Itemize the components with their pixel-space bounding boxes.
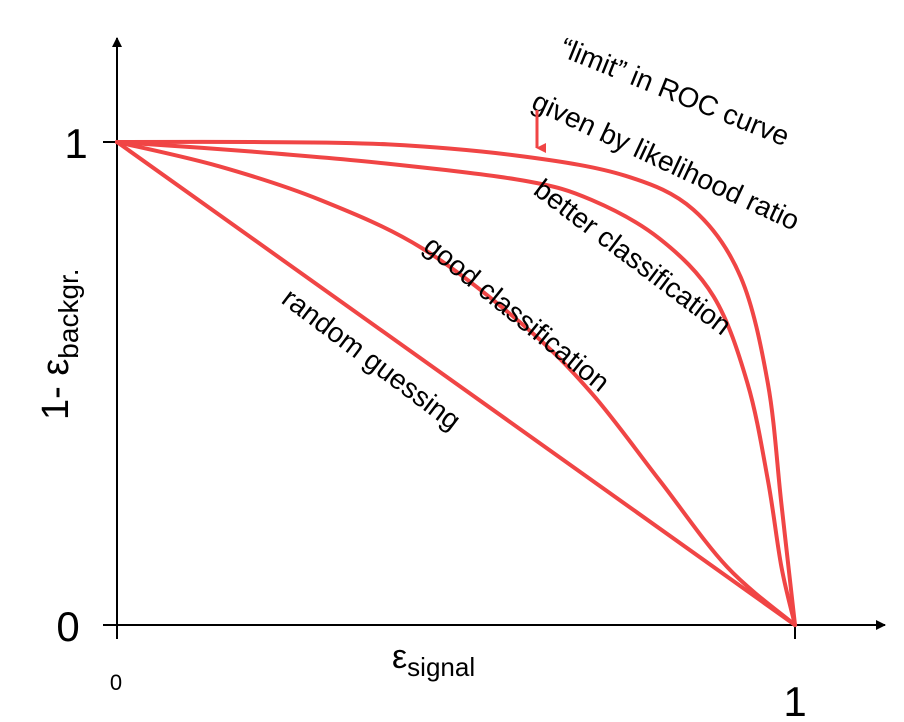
annotation-good-classification: good classification	[418, 230, 615, 398]
y-axis-label-sub: backgr.	[53, 268, 84, 358]
series-good-classification	[115, 140, 797, 627]
series-random-guessing	[115, 140, 797, 627]
y-axis-label: 1- εbackgr.	[35, 268, 84, 420]
x-tick-label-1: 1	[783, 678, 806, 722]
annotation-random-guessing: random guessing	[276, 282, 466, 436]
x-axis-label-sub: signal	[407, 652, 475, 682]
series-better-classification	[115, 140, 797, 627]
y-axis-label-main: 1- ε	[35, 359, 77, 420]
x-axis-label-main: ε	[392, 638, 407, 676]
y-tick-label-0: 0	[56, 603, 79, 650]
annotation-better-classification: better classification	[528, 173, 737, 341]
x-tick-label-0: 0	[110, 670, 122, 695]
y-tick-label-1: 1	[64, 120, 87, 167]
series-limit-likelihood-ratio	[115, 139, 797, 627]
series-layer	[115, 139, 797, 627]
x-axis-label: εsignal	[392, 638, 475, 682]
